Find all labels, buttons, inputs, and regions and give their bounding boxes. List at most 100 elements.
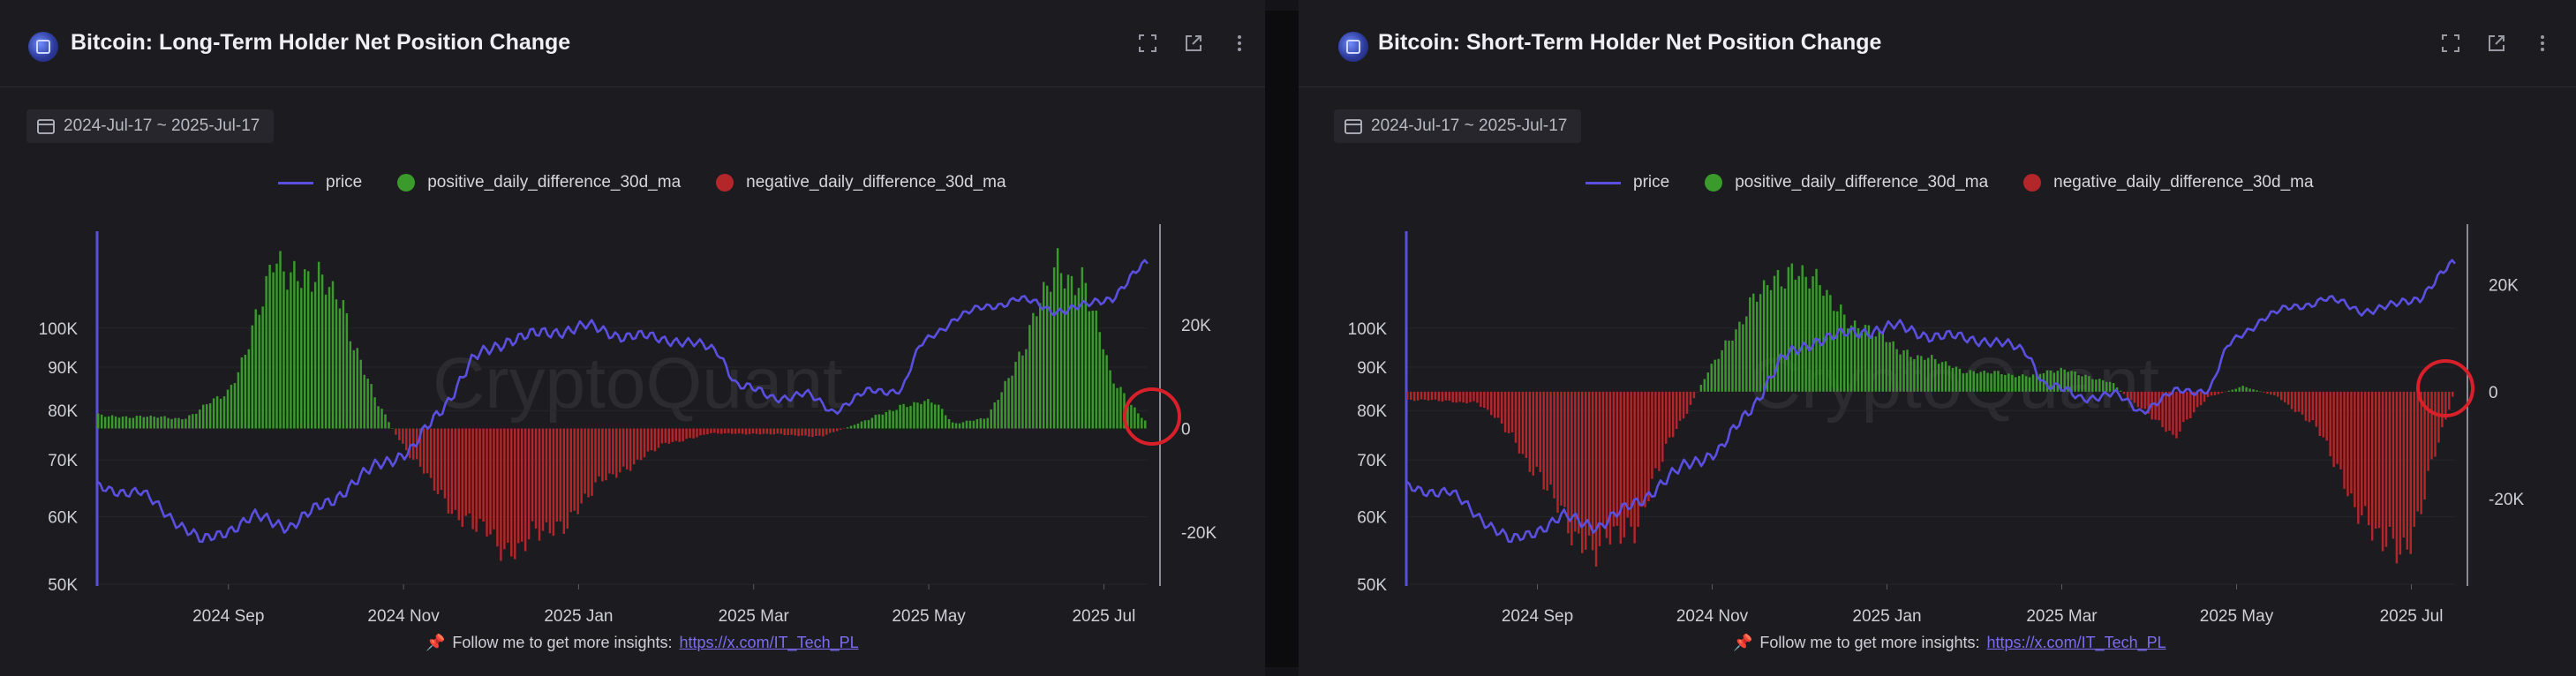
- watermark: CryptoQuant: [433, 343, 843, 424]
- legend-positive[interactable]: positive_daily_difference_30d_ma: [1705, 173, 1988, 192]
- negative-bar: [741, 428, 744, 434]
- date-range-picker[interactable]: 2024-Jul-17 ~ 2025-Jul-17: [26, 109, 275, 143]
- sth-chart[interactable]: CryptoQuant 50K60K70K80K90K100K-20K020K2…: [1299, 0, 2576, 676]
- negative-bar: [2266, 391, 2269, 394]
- negative-bar: [1605, 391, 1608, 538]
- positive-bar: [2067, 372, 2069, 392]
- negative-bar: [527, 428, 531, 540]
- legend-negative[interactable]: negative_daily_difference_30d_ma: [716, 173, 1006, 192]
- positive-bar: [380, 409, 383, 429]
- negative-bar: [822, 428, 825, 437]
- positive-bar: [1853, 320, 1857, 392]
- positive-bar: [1109, 370, 1111, 429]
- negative-bar: [706, 428, 709, 435]
- negative-bar: [1601, 391, 1605, 525]
- positive-bar: [160, 416, 162, 429]
- positive-bar: [1924, 359, 1926, 392]
- positive-bar: [1049, 291, 1052, 429]
- negative-bar: [1480, 391, 1482, 408]
- negative-bar: [447, 428, 450, 514]
- positive-bar: [1958, 368, 1962, 392]
- positive-bar: [881, 414, 884, 429]
- positive-bar: [1888, 342, 1891, 392]
- negative-bar: [2277, 391, 2279, 397]
- negative-bar: [2402, 391, 2406, 538]
- external-link-icon[interactable]: [1180, 30, 1207, 56]
- positive-bar: [2091, 379, 2094, 392]
- negative-bar: [552, 428, 555, 537]
- expand-icon[interactable]: [1134, 30, 1161, 56]
- negative-bar: [797, 428, 800, 437]
- legend-positive-swatch: [1705, 174, 1723, 192]
- positive-bar: [195, 413, 198, 429]
- positive-bar: [356, 348, 358, 429]
- positive-bar: [951, 422, 954, 429]
- negative-bar: [1587, 391, 1591, 536]
- positive-bar: [384, 414, 387, 429]
- negative-bar: [2126, 391, 2129, 398]
- negative-bar: [1612, 391, 1616, 527]
- positive-bar: [1084, 282, 1088, 429]
- legend-price[interactable]: price: [278, 173, 362, 192]
- positive-bar: [2227, 390, 2231, 392]
- legend-price[interactable]: price: [1586, 173, 1669, 192]
- negative-bar: [625, 428, 629, 469]
- negative-bar: [418, 428, 422, 467]
- more-vertical-icon[interactable]: [1226, 30, 1253, 56]
- date-range-text: 2024-Jul-17 ~ 2025-Jul-17: [64, 116, 260, 135]
- positive-bar: [331, 281, 335, 429]
- legend-negative[interactable]: negative_daily_difference_30d_ma: [2023, 173, 2314, 192]
- legend-price-label: price: [1633, 173, 1670, 192]
- positive-bar: [1983, 370, 1985, 392]
- footer-link[interactable]: https://x.com/IT_Tech_PL: [1986, 634, 2166, 651]
- negative-bar: [1692, 391, 1696, 399]
- negative-bar: [2336, 391, 2339, 464]
- positive-bar: [2234, 388, 2237, 392]
- positive-bar: [1846, 328, 1849, 392]
- footer-link[interactable]: https://x.com/IT_Tech_PL: [679, 634, 859, 651]
- positive-bar: [1756, 301, 1759, 392]
- positive-bar: [324, 294, 328, 429]
- negative-bar: [1581, 391, 1584, 553]
- negative-bar: [1591, 391, 1594, 551]
- lth-chart[interactable]: CryptoQuant 50K 60K 70K 80K 90K 100K -20K 0 20K 2…: [0, 0, 1265, 676]
- negative-bar: [653, 428, 657, 452]
- negative-bar: [842, 428, 846, 430]
- legend-positive[interactable]: positive_daily_difference_30d_ma: [397, 173, 681, 192]
- negative-bar: [1528, 391, 1532, 472]
- negative-bar: [703, 428, 705, 435]
- negative-bar: [1594, 391, 1598, 567]
- negative-bar: [2437, 391, 2440, 443]
- positive-bar: [282, 271, 285, 429]
- negative-bar: [1626, 391, 1629, 518]
- positive-bar: [279, 251, 282, 429]
- positive-bar: [1116, 387, 1119, 429]
- negative-bar: [808, 428, 810, 437]
- positive-bar: [177, 417, 180, 429]
- positive-bar: [1769, 289, 1773, 392]
- date-range-picker[interactable]: 2024-Jul-17 ~ 2025-Jul-17: [1334, 109, 1582, 143]
- negative-bar: [1665, 391, 1668, 444]
- positive-bar: [2049, 371, 2053, 392]
- negative-bar: [1608, 391, 1612, 545]
- negative-bar: [2213, 391, 2217, 395]
- positive-bar: [202, 404, 205, 429]
- positive-bar: [290, 272, 292, 429]
- negative-bar: [566, 428, 569, 530]
- positive-bar: [870, 417, 874, 429]
- positive-bar: [233, 383, 237, 429]
- positive-bar: [1773, 275, 1776, 392]
- positive-bar: [208, 402, 212, 429]
- negative-bar: [409, 428, 411, 459]
- negative-bar: [478, 428, 481, 519]
- positive-bar: [2053, 372, 2056, 392]
- negative-bar: [2304, 391, 2308, 421]
- negative-bar: [2210, 391, 2213, 396]
- negative-bar: [2357, 391, 2360, 524]
- negative-bar: [1434, 391, 1437, 400]
- more-vertical-icon[interactable]: [2529, 30, 2556, 56]
- expand-icon[interactable]: [2437, 30, 2464, 56]
- external-link-icon[interactable]: [2483, 30, 2510, 56]
- legend-negative-swatch: [2023, 174, 2042, 192]
- negative-bar: [1487, 391, 1489, 410]
